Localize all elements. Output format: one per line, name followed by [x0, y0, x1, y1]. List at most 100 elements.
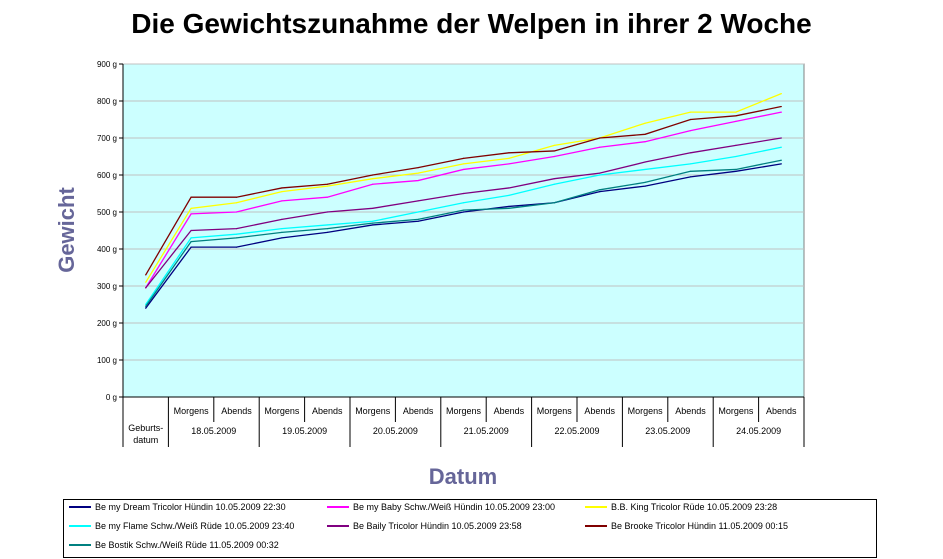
- data-point: [145, 281, 147, 283]
- data-point: [372, 178, 374, 180]
- data-point: [190, 229, 192, 232]
- category-label: datum: [133, 435, 158, 445]
- data-point: [281, 200, 283, 202]
- data-point: [599, 191, 601, 193]
- y-tick-label: 400 g: [97, 245, 117, 254]
- y-tick-label: 200 g: [97, 319, 117, 328]
- data-point: [508, 157, 510, 159]
- data-point: [462, 211, 465, 213]
- data-point: [644, 122, 646, 124]
- date-label: 20.05.2009: [373, 426, 418, 436]
- data-point: [145, 274, 147, 276]
- data-point: [372, 224, 374, 226]
- x-axis-label: Datum: [428, 464, 498, 489]
- category-label-morgens: Morgens: [264, 406, 300, 416]
- data-point: [235, 202, 238, 204]
- data-point: [780, 146, 782, 148]
- data-point: [190, 196, 192, 198]
- data-point: [326, 196, 328, 198]
- data-point: [190, 246, 192, 248]
- category-label-morgens: Morgens: [355, 406, 391, 416]
- data-point: [326, 185, 328, 187]
- legend-item: Be my Dream Tricolor Hündin 10.05.2009 2…: [69, 502, 286, 512]
- date-label: 24.05.2009: [736, 426, 781, 436]
- data-point: [417, 200, 419, 202]
- data-point: [599, 189, 601, 191]
- legend-label: Be Bostik Schw./Weiß Rüde 11.05.2009 00:…: [95, 540, 279, 550]
- data-point: [190, 213, 192, 215]
- data-point: [599, 137, 601, 139]
- data-point: [644, 168, 646, 171]
- category-label: Geburts-: [128, 423, 163, 433]
- data-point: [644, 185, 646, 187]
- data-point: [281, 187, 283, 189]
- data-point: [326, 211, 328, 213]
- date-label: 21.05.2009: [464, 426, 509, 436]
- legend-swatch: [585, 525, 607, 527]
- data-point: [145, 307, 147, 309]
- data-point: [281, 228, 283, 230]
- category-label-abends: Abends: [675, 406, 706, 416]
- data-point: [644, 161, 646, 163]
- legend-item: B.B. King Tricolor Rüde 10.05.2009 23:28: [585, 502, 777, 512]
- data-point: [553, 144, 555, 146]
- data-point: [145, 287, 147, 289]
- data-point: [281, 231, 283, 233]
- data-point: [689, 118, 692, 121]
- data-point: [508, 163, 510, 165]
- data-point: [780, 105, 782, 108]
- data-point: [281, 191, 283, 193]
- data-point: [417, 220, 419, 222]
- legend-item: Be my Baby Schw./Weiß Hündin 10.05.2009 …: [327, 502, 555, 512]
- category-label-morgens: Morgens: [718, 406, 754, 416]
- data-point: [689, 152, 692, 154]
- legend-swatch: [69, 525, 91, 527]
- data-point: [235, 211, 238, 213]
- legend-label: B.B. King Tricolor Rüde 10.05.2009 23:28: [611, 502, 778, 512]
- legend-item: Be Brooke Tricolor Hündin 11.05.2009 00:…: [585, 521, 788, 531]
- data-point: [735, 115, 737, 117]
- data-point: [599, 146, 601, 148]
- category-label-morgens: Morgens: [446, 406, 482, 416]
- data-point: [735, 170, 737, 172]
- data-point: [735, 168, 737, 171]
- legend-label: Be my Flame Schw./Weiß Rüde 10.05.2009 2…: [95, 521, 295, 531]
- y-tick-label: 300 g: [97, 282, 117, 291]
- data-point: [735, 111, 737, 113]
- category-label-abends: Abends: [403, 406, 434, 416]
- data-point: [780, 159, 782, 161]
- data-point: [281, 218, 283, 220]
- data-point: [190, 241, 192, 243]
- data-point: [689, 111, 692, 113]
- data-point: [417, 211, 419, 213]
- legend-swatch: [585, 506, 607, 508]
- data-point: [780, 111, 782, 113]
- data-point: [372, 207, 374, 209]
- data-point: [417, 179, 419, 182]
- data-point: [644, 141, 646, 143]
- data-point: [508, 187, 510, 189]
- legend: Be my Dream Tricolor Hündin 10.05.2009 2…: [63, 499, 877, 558]
- category-label-morgens: Morgens: [537, 406, 573, 416]
- data-point: [462, 192, 465, 195]
- data-point: [553, 202, 555, 204]
- data-point: [689, 130, 692, 132]
- data-point: [235, 228, 238, 230]
- legend-swatch: [327, 525, 349, 527]
- data-point: [235, 246, 238, 248]
- y-tick-label: 800 g: [97, 97, 117, 106]
- legend-label: Be my Baby Schw./Weiß Hündin 10.05.2009 …: [353, 502, 555, 512]
- data-point: [599, 172, 601, 174]
- legend-swatch: [69, 506, 91, 508]
- data-point: [553, 178, 555, 180]
- chart-title: Die Gewichtszunahme der Welpen in ihrer …: [131, 8, 812, 39]
- data-point: [326, 228, 328, 230]
- data-point: [644, 133, 646, 135]
- data-point: [417, 167, 419, 169]
- data-point: [780, 163, 782, 165]
- data-point: [462, 209, 465, 211]
- data-point: [235, 233, 238, 235]
- plot-area: [122, 63, 805, 398]
- data-point: [235, 196, 238, 198]
- category-label-morgens: Morgens: [628, 406, 664, 416]
